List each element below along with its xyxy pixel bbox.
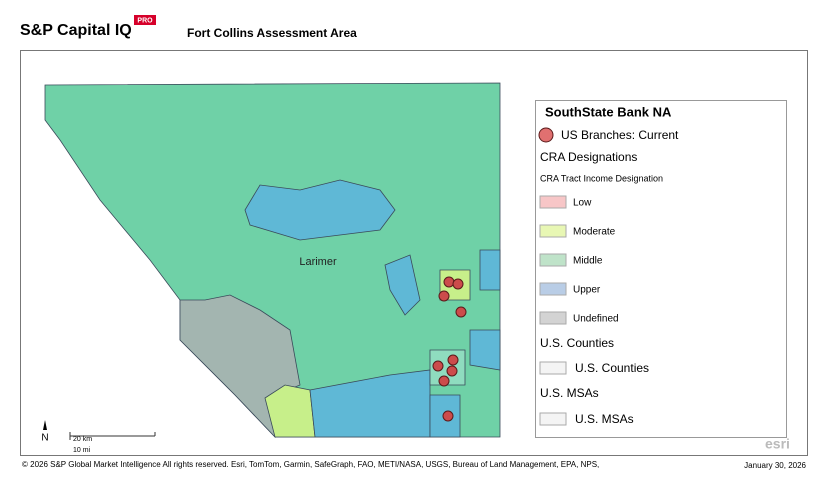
badge: PRO [137, 17, 153, 24]
scale-km: 20 km [73, 436, 92, 443]
swatch-low [539, 195, 567, 209]
north-arrow [43, 420, 47, 430]
legend-heading: U.S. Counties [540, 336, 614, 350]
scale-mi: 10 mi [73, 447, 91, 454]
branch-marker [447, 354, 459, 366]
branch-marker [432, 360, 444, 372]
tract-upper [384, 254, 421, 316]
branch-marker [455, 306, 467, 318]
esri-logo: esri [765, 436, 790, 452]
branch-marker [443, 276, 455, 288]
page-title: Fort Collins Assessment Area [187, 26, 357, 40]
swatch-middle [539, 253, 567, 267]
north-label: N [41, 433, 48, 444]
swatch-undefined [539, 311, 567, 325]
branch-marker [438, 375, 450, 387]
legend-heading: U.S. MSAs [540, 386, 599, 400]
tract-upper [244, 179, 396, 241]
legend-title: SouthState Bank NA [545, 104, 672, 119]
badge-bg [134, 15, 156, 25]
legend-item: Upper [573, 285, 601, 296]
legend-cra: Low Moderate Middle Upper Undefined [539, 195, 619, 325]
swatch-msas [539, 412, 567, 426]
county-label: Larimer [299, 256, 337, 268]
legend-item: U.S. MSAs [575, 412, 634, 426]
legend-item: U.S. Counties [575, 361, 649, 375]
swatch-upper [539, 282, 567, 296]
map [44, 82, 501, 438]
legend-subheading: CRA Tract Income Designation [540, 173, 663, 183]
tract-upper [429, 249, 501, 438]
legend-item: Moderate [573, 227, 616, 238]
swatch-moderate [539, 224, 567, 238]
branch-marker [438, 290, 450, 302]
scale-bar [69, 432, 156, 440]
legend-heading: CRA Designations [540, 150, 637, 164]
branch-marker [446, 365, 458, 377]
branch-marker [442, 410, 454, 422]
date: January 30, 2026 [744, 461, 806, 470]
legend-item: Low [573, 198, 592, 209]
branch-marker [452, 278, 464, 290]
swatch-counties [539, 361, 567, 375]
copyright: © 2026 S&P Global Market Intelligence Al… [22, 460, 599, 469]
legend-item: Undefined [573, 314, 619, 325]
legend-branch-icon [538, 127, 554, 143]
legend [535, 100, 787, 438]
brand: S&P Capital IQ [20, 22, 132, 39]
branches [432, 276, 467, 422]
legend-item: Middle [573, 256, 603, 267]
legend-branches: US Branches: Current [561, 128, 679, 142]
